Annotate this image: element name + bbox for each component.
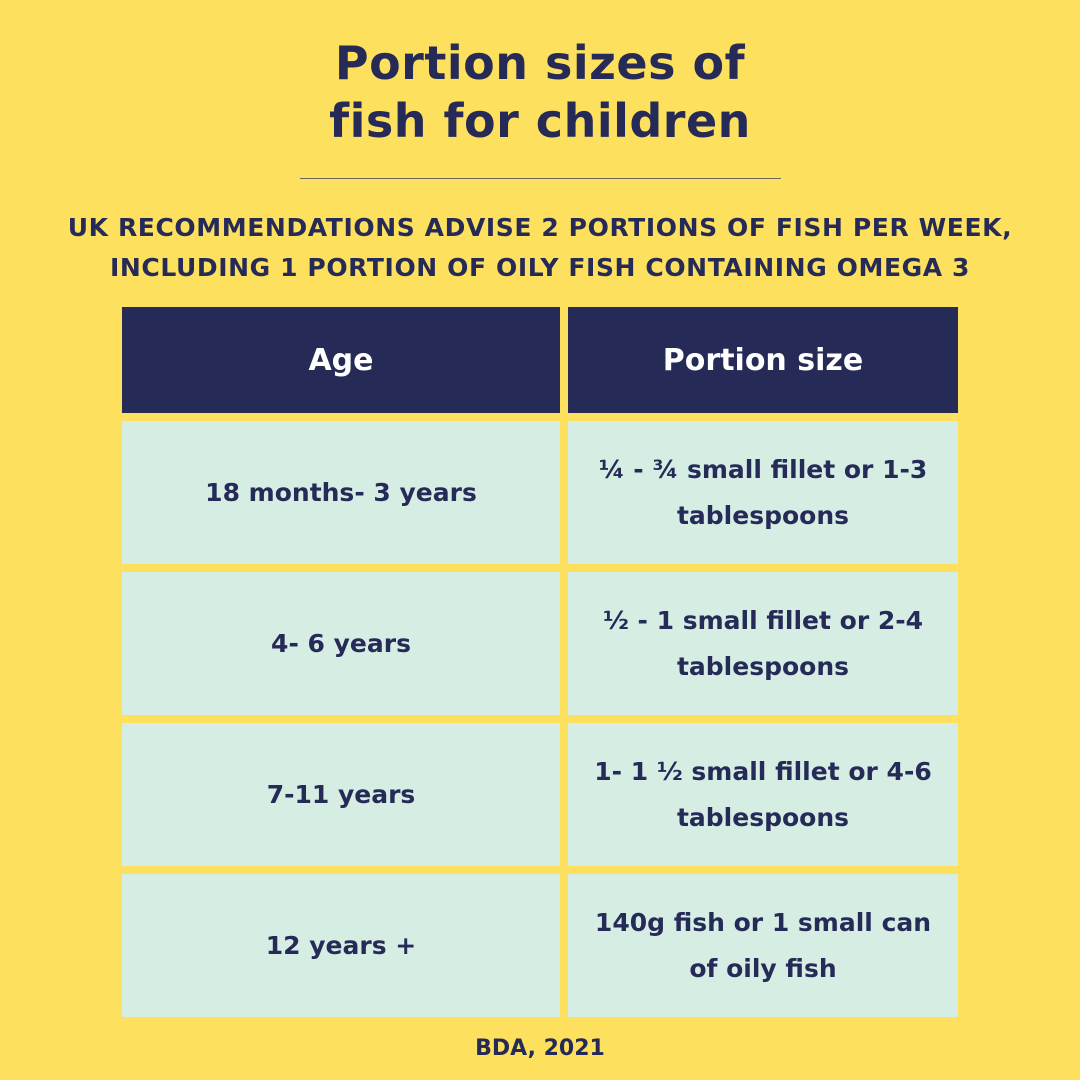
page-title-line-1: Portion sizes of	[334, 36, 746, 90]
row-4-age: 12 years +	[122, 874, 560, 1017]
row-2-portion: ½ - 1 small fillet or 2-4 tablespoons	[568, 572, 958, 715]
row-3-portion: 1- 1 ½ small fillet or 4-6 tablespoons	[568, 723, 958, 866]
page-title: Portion sizes of fish for children	[0, 34, 1080, 150]
recommendation-text: UK RECOMMENDATIONS ADVISE 2 PORTIONS OF …	[0, 208, 1080, 288]
row-1-portion: ¼ - ¾ small fillet or 1-3 tablespoons	[568, 421, 958, 564]
row-1-age: 18 months- 3 years	[122, 421, 560, 564]
header-portion-size: Portion size	[568, 307, 958, 413]
row-3-age: 7-11 years	[122, 723, 560, 866]
recommendation-line-1: UK RECOMMENDATIONS ADVISE 2 PORTIONS OF …	[67, 213, 1013, 242]
recommendation-line-2: INCLUDING 1 PORTION OF OILY FISH CONTAIN…	[109, 253, 971, 282]
row-2-age: 4- 6 years	[122, 572, 560, 715]
header-age: Age	[122, 307, 560, 413]
page-title-line-2: fish for children	[329, 94, 751, 148]
source-citation: BDA, 2021	[475, 1036, 605, 1061]
row-4-portion: 140g fish or 1 small can of oily fish	[568, 874, 958, 1017]
title-divider	[300, 178, 781, 179]
